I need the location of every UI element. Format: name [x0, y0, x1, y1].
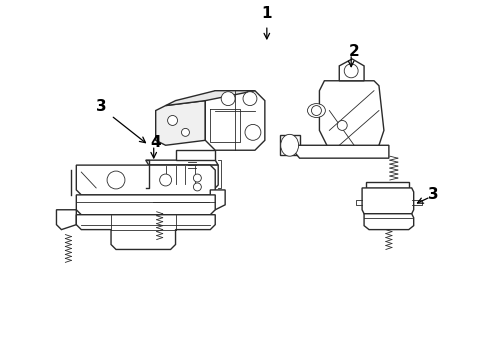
Ellipse shape: [281, 134, 298, 156]
Text: 2: 2: [349, 44, 360, 59]
Circle shape: [160, 174, 172, 186]
Circle shape: [312, 105, 321, 116]
Polygon shape: [56, 210, 76, 230]
Polygon shape: [76, 165, 215, 195]
Circle shape: [181, 129, 190, 136]
Circle shape: [337, 121, 347, 130]
Text: 3: 3: [428, 188, 439, 202]
Circle shape: [344, 64, 358, 78]
Polygon shape: [280, 135, 299, 155]
Ellipse shape: [308, 104, 325, 117]
Polygon shape: [319, 81, 384, 155]
Polygon shape: [205, 91, 265, 150]
Polygon shape: [146, 160, 218, 165]
Polygon shape: [364, 214, 414, 230]
Polygon shape: [151, 195, 212, 212]
Polygon shape: [366, 182, 409, 188]
Polygon shape: [148, 165, 218, 188]
Circle shape: [243, 92, 257, 105]
Polygon shape: [76, 215, 215, 249]
Circle shape: [245, 125, 261, 140]
Circle shape: [221, 92, 235, 105]
Circle shape: [194, 183, 201, 191]
Polygon shape: [362, 188, 414, 214]
Circle shape: [168, 116, 177, 125]
Text: 4: 4: [150, 135, 161, 150]
Text: 1: 1: [262, 6, 272, 21]
Circle shape: [107, 171, 125, 189]
Polygon shape: [294, 145, 389, 158]
Polygon shape: [149, 188, 215, 195]
Circle shape: [194, 174, 201, 182]
Polygon shape: [156, 100, 205, 145]
Polygon shape: [210, 190, 225, 210]
Polygon shape: [339, 59, 364, 81]
Polygon shape: [175, 150, 215, 160]
Polygon shape: [76, 195, 215, 215]
Polygon shape: [166, 91, 255, 105]
Text: 3: 3: [96, 99, 106, 114]
